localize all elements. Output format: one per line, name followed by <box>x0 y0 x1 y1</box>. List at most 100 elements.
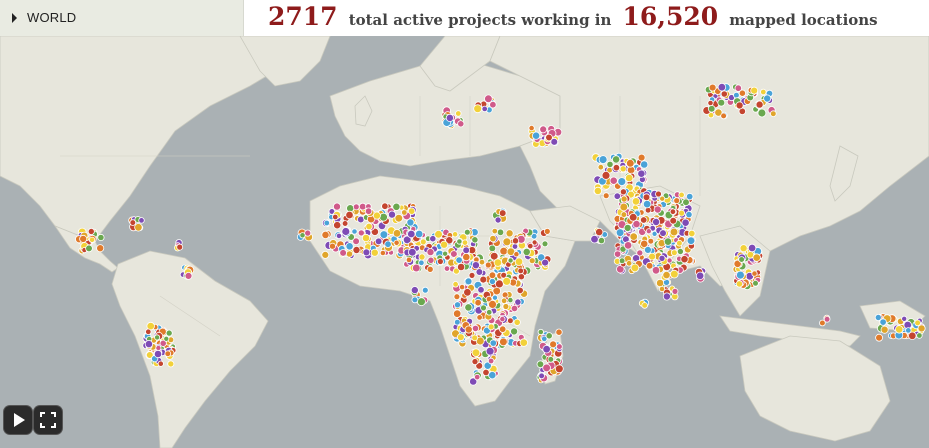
project-marker[interactable] <box>662 271 671 280</box>
project-marker[interactable] <box>339 249 347 257</box>
project-marker[interactable] <box>655 278 665 288</box>
project-marker[interactable] <box>619 188 627 196</box>
project-marker[interactable] <box>556 343 563 350</box>
project-marker[interactable] <box>374 237 383 246</box>
project-marker[interactable] <box>159 339 167 347</box>
project-marker[interactable] <box>538 372 545 380</box>
project-marker[interactable] <box>345 250 354 258</box>
project-marker[interactable] <box>429 235 437 243</box>
project-marker[interactable] <box>455 110 462 117</box>
project-marker[interactable] <box>488 371 497 380</box>
project-marker[interactable] <box>517 267 524 275</box>
project-marker[interactable] <box>96 244 105 253</box>
project-marker[interactable] <box>445 113 454 123</box>
project-marker[interactable] <box>734 84 742 92</box>
project-marker[interactable] <box>528 125 535 132</box>
project-marker[interactable] <box>164 350 172 358</box>
project-marker[interactable] <box>488 244 497 253</box>
project-marker[interactable] <box>669 208 677 215</box>
project-marker[interactable] <box>381 202 389 210</box>
project-marker[interactable] <box>623 241 633 250</box>
project-marker[interactable] <box>453 309 462 318</box>
project-marker[interactable] <box>606 160 614 168</box>
project-marker[interactable] <box>602 192 610 200</box>
project-marker[interactable] <box>505 229 514 238</box>
breadcrumb[interactable]: WORLD <box>0 0 244 36</box>
project-marker[interactable] <box>333 221 342 230</box>
project-marker[interactable] <box>134 223 143 232</box>
project-marker[interactable] <box>733 91 740 99</box>
project-marker[interactable] <box>145 328 152 335</box>
project-marker[interactable] <box>642 193 651 202</box>
project-marker[interactable] <box>590 234 599 244</box>
project-marker[interactable] <box>914 319 921 327</box>
project-marker[interactable] <box>655 190 662 198</box>
project-marker[interactable] <box>819 319 826 327</box>
project-marker[interactable] <box>640 160 649 169</box>
project-marker[interactable] <box>457 120 465 128</box>
project-marker[interactable] <box>659 195 666 202</box>
project-marker[interactable] <box>537 253 546 262</box>
project-marker[interactable] <box>498 209 507 217</box>
project-marker[interactable] <box>478 258 486 266</box>
project-marker[interactable] <box>499 246 509 256</box>
project-marker[interactable] <box>452 281 459 288</box>
project-marker[interactable] <box>542 345 551 354</box>
project-marker[interactable] <box>738 89 747 97</box>
project-marker[interactable] <box>669 227 679 237</box>
project-marker[interactable] <box>916 332 923 339</box>
project-marker[interactable] <box>445 236 454 245</box>
project-marker[interactable] <box>736 270 745 280</box>
project-marker[interactable] <box>332 213 339 221</box>
project-marker[interactable] <box>379 230 389 239</box>
project-marker[interactable] <box>880 325 889 334</box>
project-marker[interactable] <box>645 228 652 235</box>
project-marker[interactable] <box>384 240 392 248</box>
project-marker[interactable] <box>680 255 689 264</box>
project-marker[interactable] <box>895 325 904 334</box>
project-marker[interactable] <box>323 219 330 227</box>
project-marker[interactable] <box>364 207 373 215</box>
project-marker[interactable] <box>823 315 831 323</box>
project-marker[interactable] <box>619 202 629 212</box>
project-marker[interactable] <box>392 229 402 238</box>
project-marker[interactable] <box>539 125 548 134</box>
project-marker[interactable] <box>908 331 917 340</box>
project-marker[interactable] <box>612 163 621 172</box>
project-marker[interactable] <box>717 83 727 92</box>
project-marker[interactable] <box>541 335 548 342</box>
project-marker[interactable] <box>735 280 744 288</box>
project-marker[interactable] <box>527 242 534 250</box>
project-marker[interactable] <box>146 351 154 359</box>
project-marker[interactable] <box>351 228 358 235</box>
project-marker[interactable] <box>629 232 638 241</box>
project-marker[interactable] <box>493 258 503 267</box>
project-marker[interactable] <box>443 265 451 272</box>
project-marker[interactable] <box>167 360 175 368</box>
project-marker[interactable] <box>345 242 354 251</box>
project-marker[interactable] <box>488 299 497 309</box>
project-marker[interactable] <box>471 236 479 244</box>
project-marker[interactable] <box>616 264 625 274</box>
project-marker[interactable] <box>555 328 563 336</box>
project-marker[interactable] <box>514 257 524 266</box>
project-marker[interactable] <box>536 360 545 369</box>
project-marker[interactable] <box>79 234 88 243</box>
project-marker[interactable] <box>475 268 484 276</box>
project-marker[interactable] <box>507 296 514 304</box>
project-marker[interactable] <box>487 323 495 331</box>
project-marker[interactable] <box>630 263 640 273</box>
project-marker[interactable] <box>875 333 883 342</box>
project-marker[interactable] <box>640 239 649 248</box>
project-marker[interactable] <box>481 105 488 113</box>
project-marker[interactable] <box>416 297 426 307</box>
project-marker[interactable] <box>543 227 551 235</box>
project-marker[interactable] <box>496 228 505 236</box>
project-marker[interactable] <box>513 318 521 326</box>
project-marker[interactable] <box>750 86 759 95</box>
project-marker[interactable] <box>666 257 673 264</box>
project-marker[interactable] <box>494 216 502 224</box>
project-marker[interactable] <box>549 340 557 349</box>
project-marker[interactable] <box>401 209 408 216</box>
project-marker[interactable] <box>491 294 498 301</box>
